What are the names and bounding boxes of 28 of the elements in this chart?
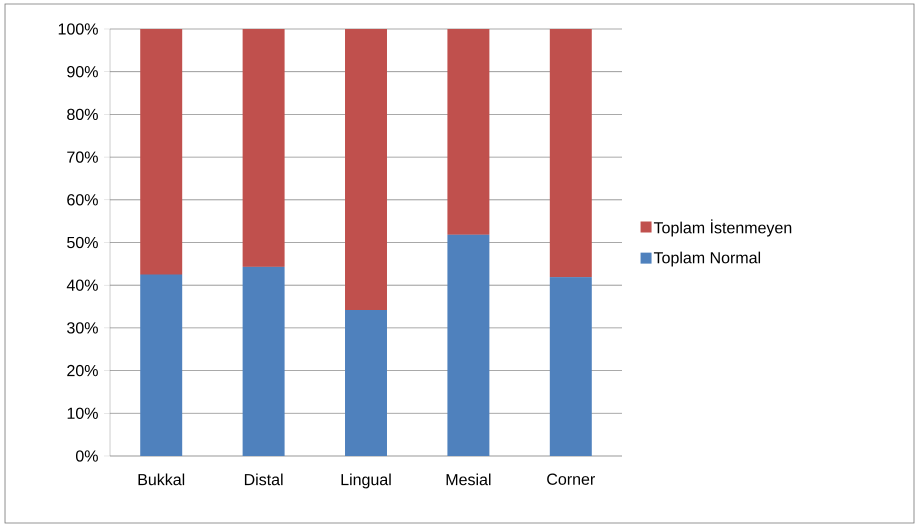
bar (447, 234, 490, 456)
x-tick-label: Corner (547, 474, 595, 485)
y-tick-label: 50% (67, 236, 98, 248)
x-tick-label: Bukkal (138, 474, 184, 486)
bar (447, 28, 490, 235)
bar (242, 28, 285, 267)
legend-label: Toplam Normal (654, 252, 760, 267)
y-tick-label: 80% (67, 108, 98, 120)
bar (345, 310, 387, 456)
x-tick-label: Distal (244, 474, 283, 486)
y-tick-label: 100% (58, 23, 98, 35)
y-tick-label: 90% (67, 66, 98, 78)
x-tick-label: Mesial (446, 474, 490, 486)
y-tick-label: 0% (76, 450, 98, 462)
bar (140, 274, 182, 456)
bar (242, 266, 285, 456)
y-tick-label: 20% (67, 364, 98, 376)
bar (140, 28, 182, 275)
y-tick-label: 10% (68, 408, 98, 419)
y-tick-label: 40% (66, 280, 98, 291)
y-tick-label: 70% (67, 151, 98, 163)
x-tick-label: Lingual (342, 474, 391, 488)
legend-label: Toplam İstenmeyen (654, 219, 792, 237)
bar (345, 28, 387, 310)
y-tick-label: 60% (67, 194, 98, 206)
y-tick-label: 30% (67, 322, 98, 334)
bar (550, 28, 592, 278)
bar (550, 277, 592, 456)
